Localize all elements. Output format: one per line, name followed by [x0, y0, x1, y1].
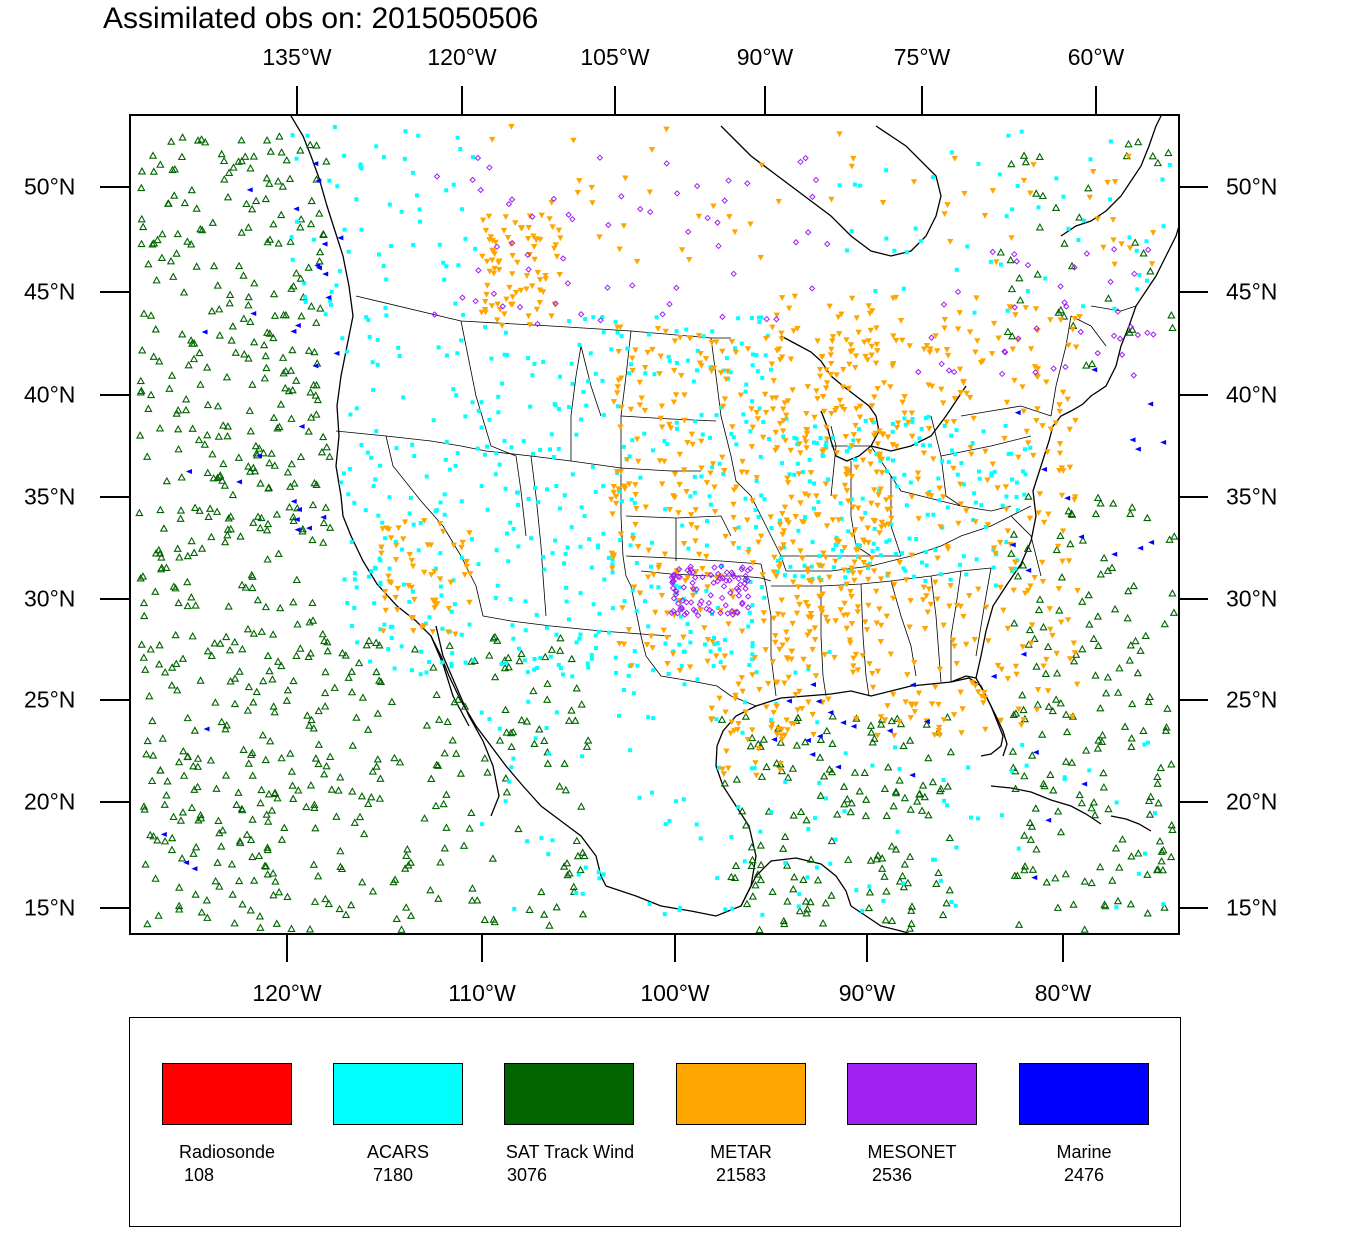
coastline-mexico-gulf — [605, 745, 757, 917]
bottom-axis-label: 80°W — [1034, 980, 1092, 1006]
legend-label-radiosonde: Radiosonde — [178, 1142, 276, 1162]
page-title: Assimilated obs on: 2015050506 — [103, 2, 539, 35]
legend-count-metar: 21583 — [716, 1165, 767, 1185]
legend-count-radiosonde: 108 — [184, 1165, 215, 1185]
coastline-florida — [950, 675, 1008, 757]
hudson-bay — [720, 125, 942, 257]
legend-count-sat-track-wind: 3076 — [507, 1165, 548, 1185]
right-axis-label: 45°N — [1226, 278, 1278, 305]
legend-count-marine: 2476 — [1064, 1165, 1105, 1185]
map-panel[interactable] — [129, 114, 1180, 935]
top-axis-label: 120°W — [427, 44, 497, 70]
legend-label-sat-track-wind: SAT Track Wind — [505, 1142, 635, 1162]
legend-swatch-sat-track-wind — [504, 1063, 634, 1125]
bottom-axis-label: 120°W — [252, 980, 322, 1006]
coastline-gulf — [716, 677, 1004, 757]
legend-swatch-radiosonde — [162, 1063, 292, 1125]
right-axis-label: 30°N — [1226, 585, 1278, 612]
right-axis-label: 50°N — [1226, 173, 1278, 200]
legend-count-mesonet: 2536 — [872, 1165, 913, 1185]
right-axis-label: 40°N — [1226, 381, 1278, 408]
legend-label-acars: ACARS — [366, 1142, 430, 1162]
left-axis-label: 40°N — [24, 381, 76, 408]
top-axis-label: 60°W — [1067, 44, 1125, 70]
state-boundaries — [335, 295, 1137, 707]
left-axis-label: 15°N — [24, 894, 76, 921]
right-axis-label: 15°N — [1226, 894, 1278, 921]
hispaniola — [1110, 815, 1152, 832]
left-axis-label: 35°N — [24, 483, 76, 510]
right-axis-label: 20°N — [1226, 788, 1278, 815]
right-axis-label: 35°N — [1226, 483, 1278, 510]
legend-count-acars: 7180 — [373, 1165, 414, 1185]
bottom-axis-label: 90°W — [838, 980, 896, 1006]
left-axis-label: 25°N — [24, 686, 76, 713]
top-axis-label: 105°W — [580, 44, 650, 70]
left-axis-label: 20°N — [24, 788, 76, 815]
bottom-axis-label: 110°W — [448, 980, 516, 1006]
legend-swatch-marine — [1019, 1063, 1149, 1125]
coastline-baja — [430, 625, 500, 817]
legend-label-metar: METAR — [710, 1142, 772, 1162]
legend-label-marine: Marine — [1056, 1142, 1112, 1162]
left-axis-label: 50°N — [24, 173, 76, 200]
left-axis-label: 45°N — [24, 278, 76, 305]
observation-map — [135, 116, 1178, 933]
top-axis-label: 135°W — [262, 44, 332, 70]
legend-label-mesonet: MESONET — [867, 1142, 957, 1162]
coastline-atlantic — [975, 227, 1178, 679]
left-axis-label: 30°N — [24, 585, 76, 612]
coastlines — [290, 116, 1178, 933]
bottom-axis-label: 100°W — [640, 980, 710, 1006]
coastline-west — [290, 116, 607, 887]
coastline-canada-east — [1060, 116, 1162, 237]
legend: Radiosonde ACARS SAT Track Wind METAR ME… — [129, 1017, 1181, 1227]
cuba — [990, 785, 1102, 825]
legend-swatch-metar — [676, 1063, 806, 1125]
top-axis-label: 75°W — [893, 44, 951, 70]
observation-markers — [135, 124, 1178, 933]
top-axis-label: 90°W — [736, 44, 794, 70]
legend-swatch-mesonet — [847, 1063, 977, 1125]
right-axis-label: 25°N — [1226, 686, 1278, 713]
legend-swatch-acars — [333, 1063, 463, 1125]
